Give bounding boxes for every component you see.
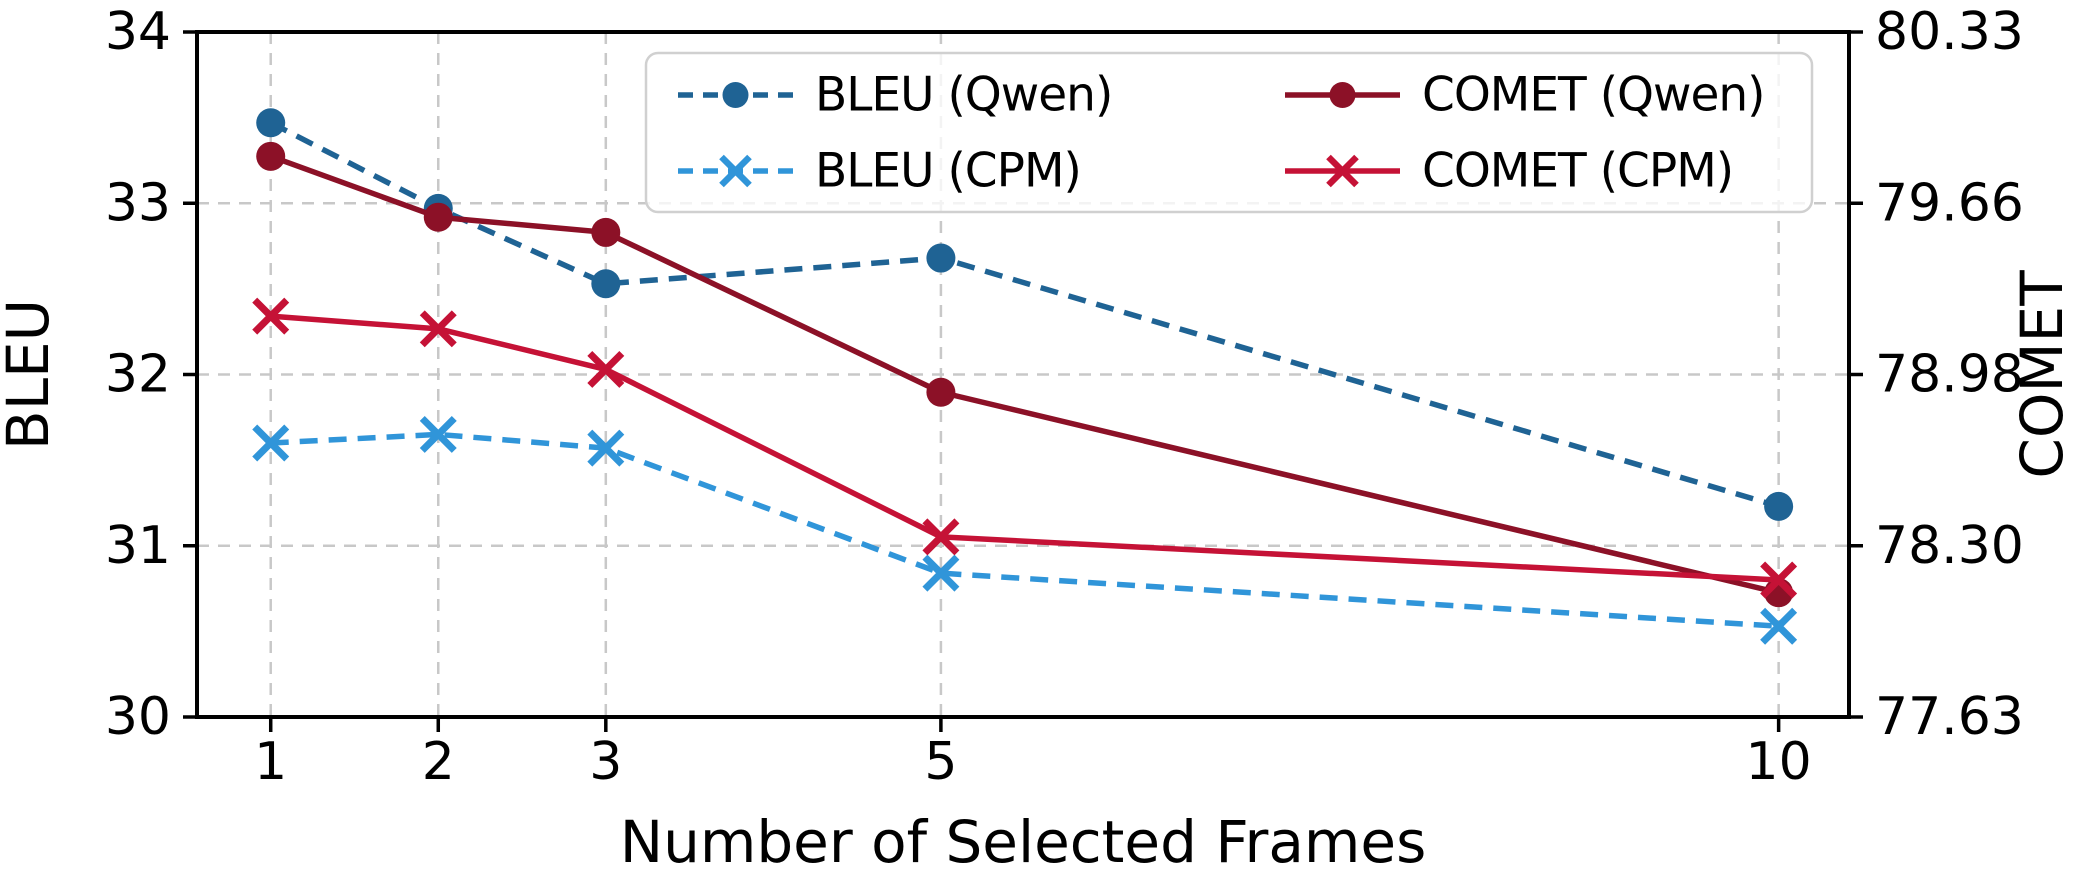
comet-cpm-marker	[922, 518, 960, 556]
x-axis-title: Number of Selected Frames	[620, 808, 1427, 876]
left-tick-label-32: 32	[105, 345, 171, 405]
legend-item-bleu-cpm: BLEU (CPM)	[678, 144, 1082, 199]
left-tick-label-31: 31	[105, 516, 171, 576]
bleu-qwen-line	[269, 120, 1780, 509]
x-tick-label-10: 10	[1746, 732, 1812, 792]
bleu-cpm-legend-label: BLEU (CPM)	[815, 144, 1081, 199]
legend-box	[644, 51, 1814, 214]
ticks-group: 30 77.63 31 78.30 32 78.98 33 79.66 34 80.33 1 2 3 5 1…	[105, 2, 2024, 792]
legend-item-comet-cpm: COMET (CPM)	[1285, 144, 1734, 199]
comet-cpm-marker	[1760, 561, 1798, 599]
x-tick-label-2: 2	[422, 732, 455, 792]
comet-qwen-marker	[256, 141, 286, 171]
left-tick-label-34: 34	[105, 2, 171, 62]
series-comet-cpm	[252, 297, 1798, 599]
bleu-cpm-marker	[922, 554, 960, 592]
comet-cpm-marker	[419, 310, 457, 348]
bleu-qwen-legend-marker	[722, 82, 749, 108]
legend-item-comet-qwen: COMET (Qwen)	[1285, 68, 1766, 123]
comet-qwen-marker	[591, 217, 621, 247]
left-axis-title: BLEU	[0, 299, 62, 450]
x-tick-label-1: 1	[254, 732, 287, 792]
comet-qwen-marker	[926, 377, 956, 407]
right-tick-label-78.98: 78.98	[1875, 345, 2024, 405]
series-bleu-cpm	[252, 415, 1798, 645]
right-tick-label-80.33: 80.33	[1875, 2, 2024, 62]
comet-cpm-marker	[252, 297, 290, 335]
comet-qwen-legend-label: COMET (Qwen)	[1422, 68, 1765, 123]
series-group	[252, 108, 1798, 645]
left-tick-label-30: 30	[105, 687, 171, 747]
comet-cpm-marker	[587, 350, 625, 388]
x-tick-label-5: 5	[924, 732, 957, 792]
bleu-qwen-marker	[256, 108, 286, 138]
comet-qwen-marker	[423, 202, 453, 232]
bleu-qwen-legend-label: BLEU (Qwen)	[815, 68, 1112, 123]
legend-item-bleu-qwen: BLEU (Qwen)	[678, 68, 1113, 123]
bleu-cpm-marker	[252, 424, 290, 462]
right-tick-label-79.66: 79.66	[1875, 173, 2024, 233]
bleu-qwen-marker	[1764, 491, 1794, 521]
left-tick-label-33: 33	[105, 173, 171, 233]
right-axis-title: COMET	[2008, 270, 2076, 479]
x-tick-label-3: 3	[589, 732, 622, 792]
legend: BLEU (Qwen) BLEU (CPM) COMET (Qwen) COMET (…	[644, 51, 1814, 214]
comet-qwen-legend-marker	[1329, 82, 1356, 108]
bleu-qwen-marker	[926, 243, 956, 273]
bleu-qwen-marker	[591, 269, 621, 299]
comet-cpm-legend-marker	[1326, 154, 1359, 188]
bleu-cpm-legend-marker	[719, 154, 752, 188]
comet-cpm-legend-label: COMET (CPM)	[1422, 144, 1733, 199]
bleu-cpm-marker	[419, 415, 457, 453]
right-tick-label-78.30: 78.30	[1875, 516, 2024, 576]
bleu-cpm-marker	[587, 429, 625, 467]
right-tick-label-77.63: 77.63	[1875, 687, 2024, 747]
bleu-cpm-marker	[1760, 607, 1798, 645]
